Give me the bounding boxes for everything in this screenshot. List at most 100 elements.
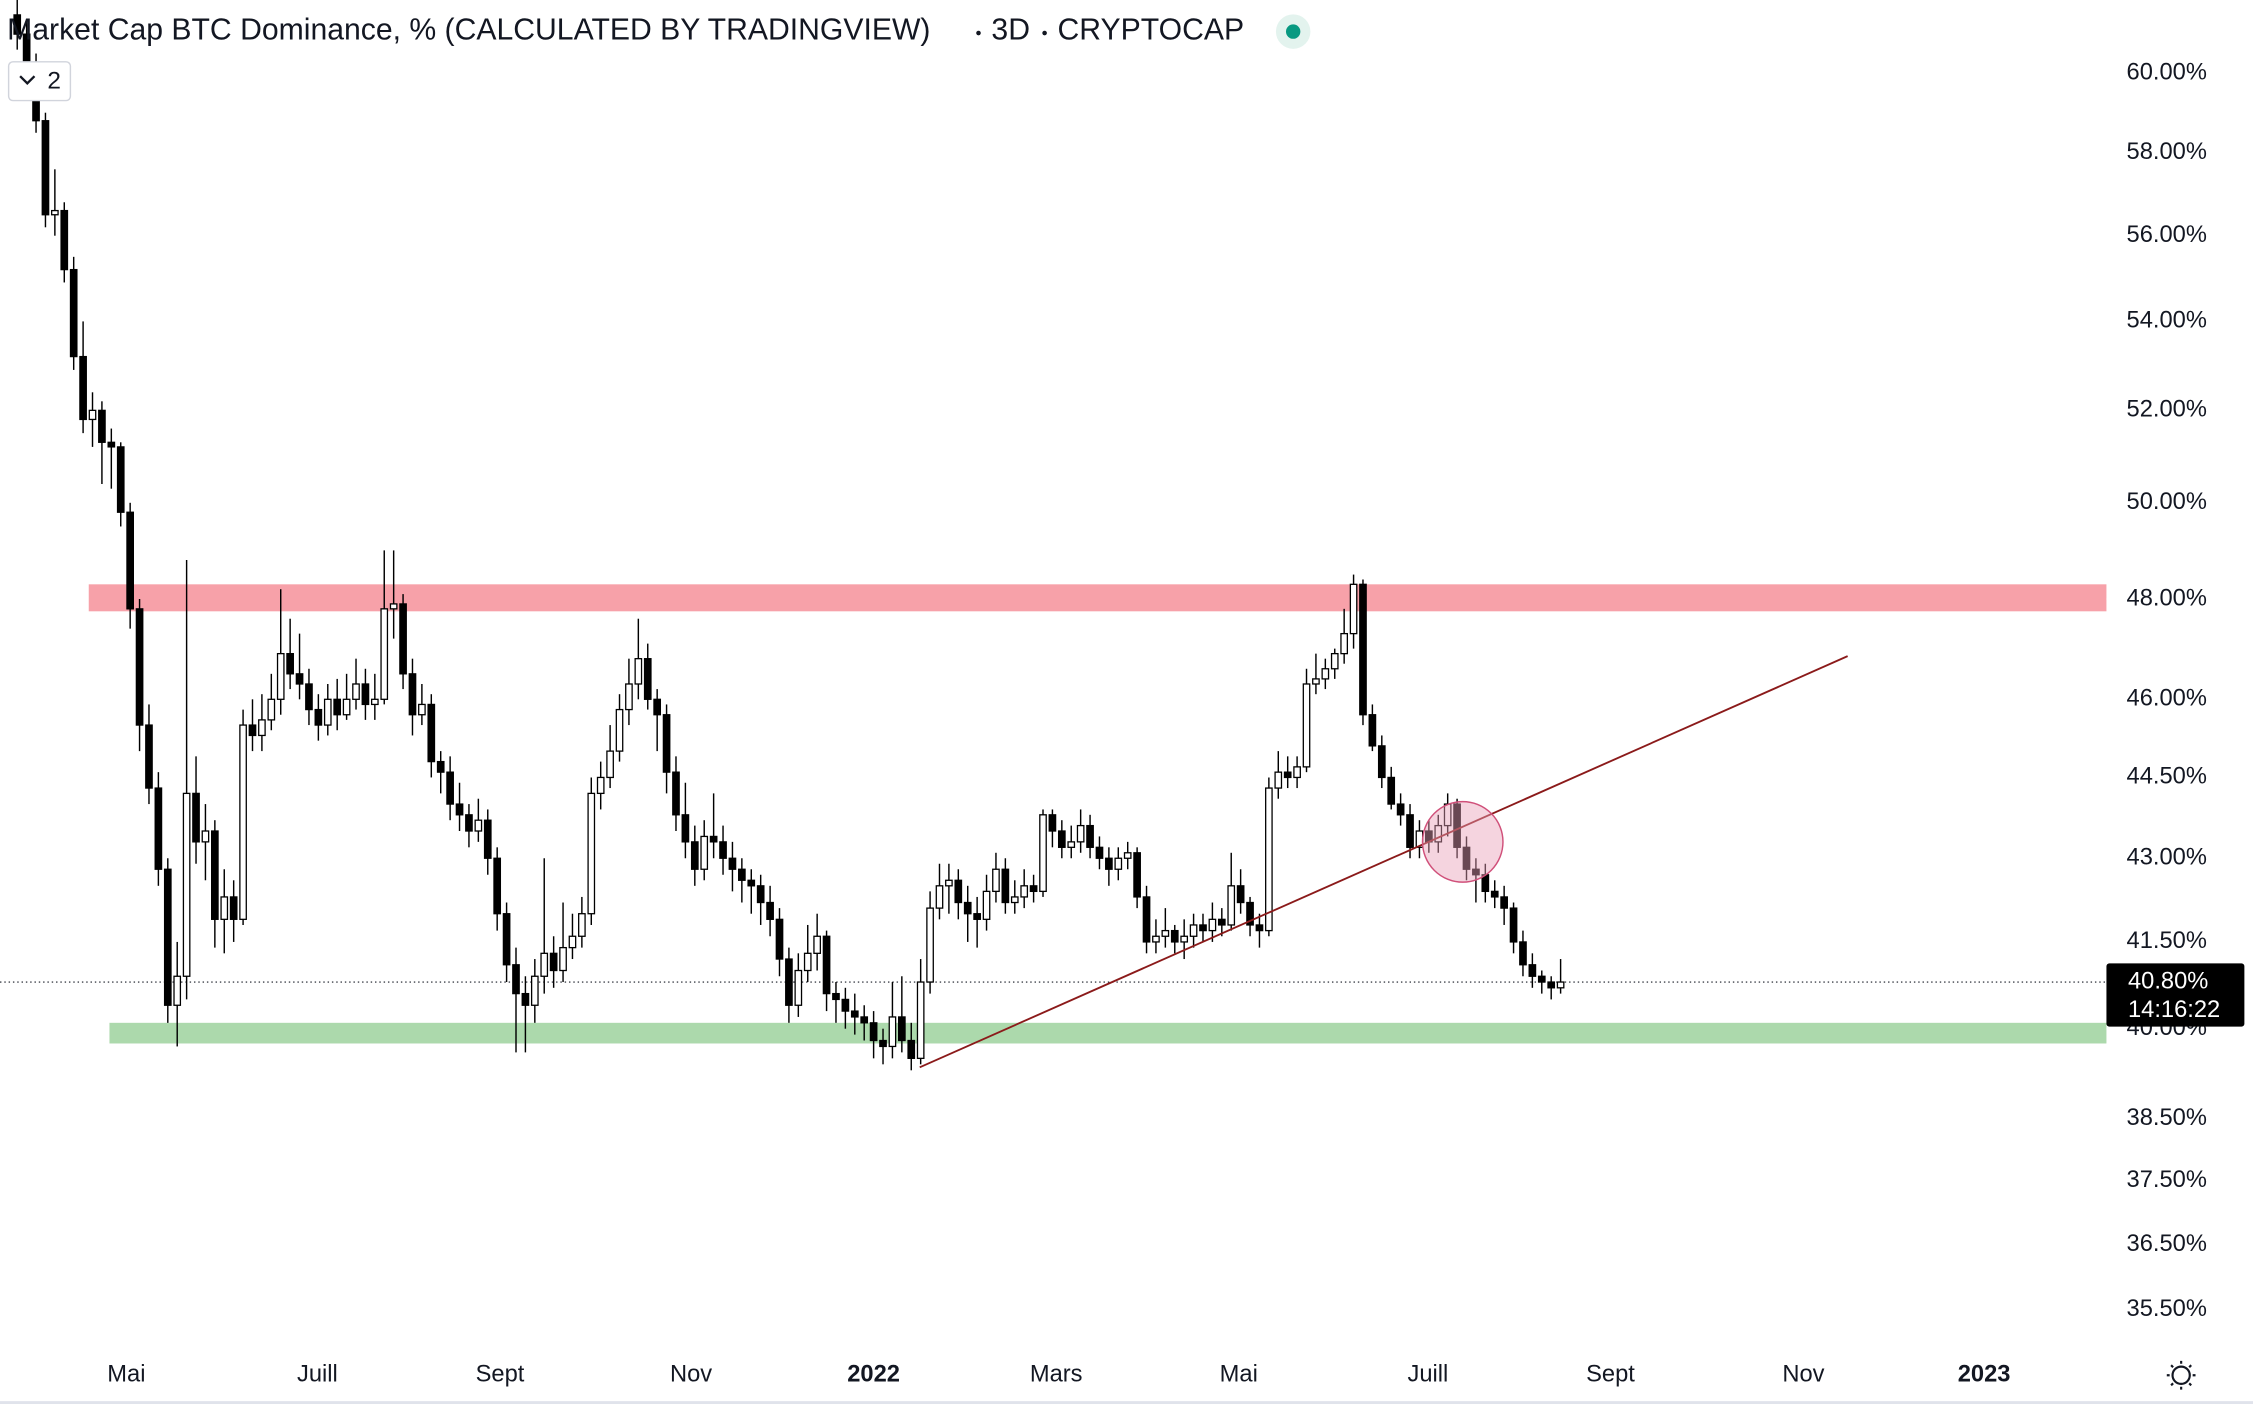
candle-body — [1255, 924, 1264, 932]
candle-body — [521, 992, 530, 1006]
candle-body — [596, 776, 605, 795]
candle-body — [907, 1039, 916, 1059]
candle-body — [1312, 678, 1320, 685]
candle-body — [879, 1039, 887, 1048]
y-tick-label: 52.00% — [2127, 397, 2207, 423]
candle-body — [700, 835, 709, 870]
candle-body — [982, 890, 991, 920]
candle-body — [1274, 771, 1283, 789]
status-dot — [1285, 24, 1301, 39]
candle-body — [1462, 846, 1471, 870]
candle-body — [455, 803, 464, 816]
indicator-toggle[interactable] — [7, 61, 72, 102]
trendline — [919, 655, 1849, 1069]
candle-body — [766, 901, 774, 920]
candle-body — [1519, 941, 1527, 966]
candle-body — [389, 603, 398, 610]
candle-body — [1180, 935, 1189, 943]
candle-body — [1321, 668, 1330, 680]
candle-body — [850, 1010, 859, 1018]
separator — [976, 30, 981, 36]
y-tick-label: 48.00% — [2127, 585, 2207, 611]
candle-body — [418, 703, 426, 716]
candle-body — [1265, 787, 1273, 932]
candle-body — [738, 868, 746, 881]
candle-body — [549, 952, 558, 972]
candle-body — [13, 14, 22, 35]
candle-body — [192, 792, 200, 843]
candle-body — [540, 952, 549, 977]
candle-body — [69, 268, 78, 358]
candle-body — [587, 792, 596, 915]
candle-body — [709, 835, 718, 843]
candle-body — [1406, 814, 1414, 848]
settings-icon[interactable] — [2166, 1360, 2196, 1390]
candle-body — [1095, 846, 1104, 859]
candle-body — [305, 683, 313, 711]
candle-body — [653, 698, 662, 716]
candle-body — [1556, 981, 1565, 989]
x-tick-label: Mai — [107, 1362, 145, 1388]
candle-body — [1236, 885, 1245, 904]
candle-body — [1039, 814, 1047, 893]
candle-body — [267, 698, 276, 721]
candle-body — [1048, 814, 1057, 832]
candle-body — [794, 969, 803, 1006]
candle-body — [258, 719, 266, 737]
candle-body — [841, 998, 850, 1012]
candle-body — [173, 975, 182, 1006]
candle-body — [935, 885, 944, 909]
candle-body — [954, 879, 963, 904]
candle-body — [1330, 652, 1339, 670]
candle-body — [822, 935, 831, 995]
candle-body — [239, 724, 247, 920]
candle-body — [559, 946, 567, 972]
chevron-icon — [19, 75, 36, 85]
y-tick-label: 46.00% — [2127, 686, 2207, 712]
chart-title: Market Cap BTC Dominance, % (CALCULATED … — [7, 14, 930, 47]
candle-body — [229, 896, 238, 920]
interval[interactable]: 3D — [991, 14, 1030, 47]
candle-body — [963, 901, 972, 915]
candle-body — [1189, 924, 1198, 937]
candle-body — [1246, 901, 1254, 926]
candle-body — [512, 964, 520, 995]
candle-body — [276, 652, 285, 700]
candle-body — [916, 981, 925, 1059]
candle-body — [1152, 935, 1160, 943]
candle-body — [1133, 852, 1141, 898]
candle-body — [380, 608, 389, 700]
candle-body — [60, 209, 69, 271]
candle-body — [945, 879, 953, 887]
candle-body — [342, 698, 351, 716]
x-tick-label: Juill — [1408, 1362, 1449, 1388]
candle-body — [615, 708, 624, 752]
separator — [1042, 30, 1047, 36]
candle-body — [1547, 981, 1556, 989]
candle-body — [1029, 885, 1038, 893]
x-tick-label: Nov — [1782, 1362, 1824, 1388]
candle-body — [888, 1016, 897, 1048]
candle-body — [803, 952, 812, 972]
x-tick-label: Sept — [476, 1362, 525, 1388]
candle-body — [869, 1022, 878, 1042]
candle-body — [116, 446, 125, 513]
candle-body — [1453, 803, 1461, 848]
candle-body — [126, 511, 134, 610]
y-tick-label: 35.50% — [2127, 1296, 2207, 1322]
candle-body — [211, 830, 219, 920]
candle-body — [992, 868, 1000, 893]
y-tick-label: 54.00% — [2127, 308, 2207, 334]
y-tick-label: 38.50% — [2127, 1105, 2207, 1131]
x-tick-label: Mars — [1030, 1362, 1083, 1388]
candle-body — [98, 409, 106, 443]
candle-body — [690, 841, 699, 870]
candle-body — [41, 120, 50, 216]
x-tick-label: 2023 — [1958, 1362, 2011, 1388]
candle-body — [286, 652, 294, 675]
candle-body — [201, 830, 210, 843]
bottom-border — [0, 1401, 2253, 1404]
candle-body — [1142, 896, 1151, 943]
